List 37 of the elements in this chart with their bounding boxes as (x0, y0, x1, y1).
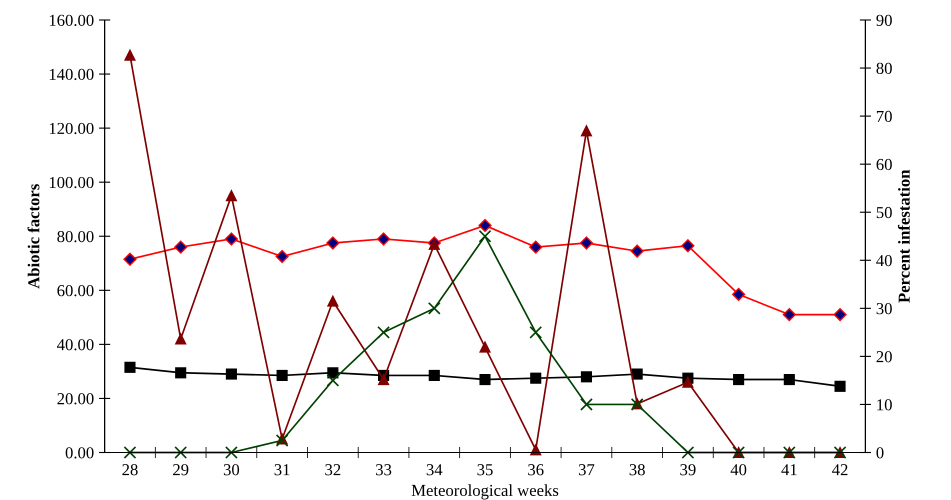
y2-tick-label: 80 (876, 62, 892, 74)
x-tick-label: 29 (173, 464, 188, 476)
y2-tick-label: 50 (876, 206, 892, 218)
y-tick-label: 80.00 (57, 230, 94, 242)
x-tick-label: 28 (122, 464, 138, 476)
x-tick-label: 38 (630, 464, 645, 476)
y2-tick-label: 20 (876, 351, 892, 362)
y-tick-label: 100.00 (50, 176, 94, 188)
y-tick-label: 120.00 (50, 122, 94, 134)
x-tick-label: 41 (781, 464, 797, 476)
y2-tick-label: 10 (877, 399, 892, 410)
x-tick-label: 33 (376, 464, 392, 476)
y-tick-label: 40.00 (57, 339, 94, 350)
y-tick-label: 160.00 (50, 14, 94, 26)
y2-tick-label: 40 (876, 254, 892, 266)
y-tick-label: 20.00 (57, 393, 94, 404)
x-tick-label: 30 (224, 464, 240, 476)
x-tick-label: 35 (477, 464, 493, 476)
x-tick-label: 42 (832, 464, 848, 476)
x-axis-title: Meteorological weeks (412, 484, 558, 500)
x-tick-label: 39 (680, 464, 696, 476)
y2-tick-label: 90 (876, 14, 892, 26)
y-axis-title: Abiotic factors (28, 184, 40, 289)
y2-axis-title: Percent infestation (898, 170, 910, 303)
x-tick-label: 36 (528, 464, 544, 476)
y2-tick-label: 70 (876, 110, 892, 122)
y-tick-label: 140.00 (50, 68, 94, 80)
x-tick-label: 34 (426, 464, 442, 476)
x-tick-label: 32 (325, 464, 340, 476)
y-tick-label: 0.00 (66, 447, 94, 459)
x-tick-label: 37 (578, 464, 594, 476)
y2-tick-label: 0 (876, 447, 884, 458)
y-tick-label: 60.00 (57, 285, 94, 296)
x-tick-label: 40 (730, 464, 746, 476)
x-tick-label: 31 (274, 464, 290, 476)
y2-tick-label: 30 (876, 303, 892, 314)
y2-tick-label: 60 (876, 158, 892, 170)
